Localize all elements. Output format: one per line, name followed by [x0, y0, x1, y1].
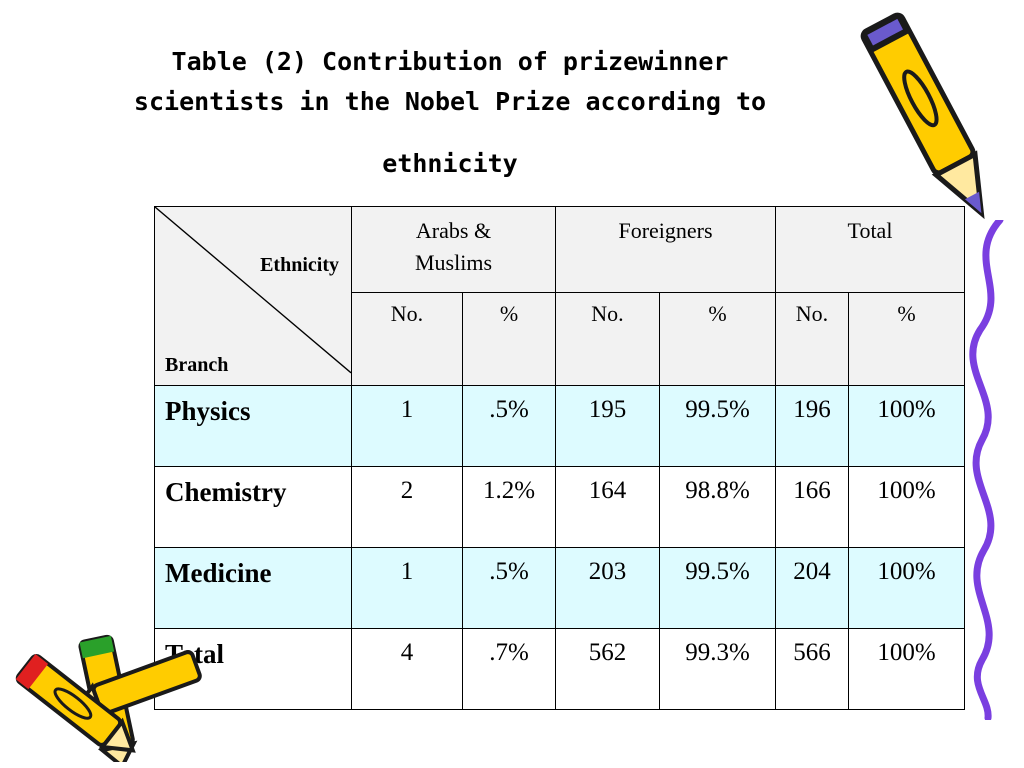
table-cell: 562 [555, 628, 660, 710]
row-label: Physics [154, 385, 352, 467]
pencil-icon [860, 12, 985, 220]
table-cell: 195 [555, 385, 660, 467]
title-line-3: ethnicity [382, 149, 518, 178]
table-row: Chemistry 2 1.2% 164 98.8% 166 100% [154, 466, 965, 548]
group-header-foreigners: Foreigners [555, 206, 776, 293]
table-cell: 98.8% [659, 466, 776, 548]
table-cell: 100% [848, 547, 965, 629]
subheader-percent: % [659, 292, 776, 386]
squiggle-line-icon [969, 220, 1004, 720]
title-line-2: scientists in the Nobel Prize according … [133, 87, 767, 116]
table-cell: 204 [775, 547, 849, 629]
table-cell: .5% [462, 385, 556, 467]
table-cell: 1 [351, 385, 463, 467]
header-row-groups: Ethnicity Branch Arabs & Muslims Foreign… [154, 206, 965, 386]
group-header-arabs-line2: Muslims [414, 250, 493, 275]
table-row: Total 4 .7% 562 99.3% 566 100% [154, 628, 965, 710]
table-cell: 4 [351, 628, 463, 710]
corner-branch-label: Branch [165, 354, 229, 376]
corner-ethnicity-label: Ethnicity [260, 254, 339, 276]
table-row: Medicine 1 .5% 203 99.5% 204 100% [154, 547, 965, 629]
corner-header-cell: Ethnicity Branch [154, 206, 352, 386]
pencil-icon [15, 654, 136, 753]
subheader-no: No. [775, 292, 849, 386]
slide-title: Table (2) Contribution of prizewinner sc… [90, 42, 810, 184]
table-cell: 100% [848, 466, 965, 548]
table-cell: 2 [351, 466, 463, 548]
table-cell: 203 [555, 547, 660, 629]
header-row-sub: No. % No. % No. % [155, 292, 965, 386]
subheader-no: No. [351, 292, 463, 386]
table-cell: 99.5% [659, 385, 776, 467]
subheader-percent: % [462, 292, 556, 386]
table-cell: 100% [848, 385, 965, 467]
table-cell: 164 [555, 466, 660, 548]
row-label: Chemistry [154, 466, 352, 548]
group-header-total: Total [775, 206, 965, 293]
table-cell: 166 [775, 466, 849, 548]
table-cell: .7% [462, 628, 556, 710]
table-cell: 99.5% [659, 547, 776, 629]
table-cell: 1 [351, 547, 463, 629]
row-label: Total [154, 628, 352, 710]
subheader-no: No. [555, 292, 660, 386]
ethnicity-table: Ethnicity Branch Arabs & Muslims Foreign… [154, 206, 965, 710]
table-cell: 99.3% [659, 628, 776, 710]
table-cell: .5% [462, 547, 556, 629]
diagonal-divider-icon [155, 207, 351, 374]
title-line-1: Table (2) Contribution of prizewinner [171, 47, 729, 76]
table-cell: 566 [775, 628, 849, 710]
table-cell: 100% [848, 628, 965, 710]
table-cell: 1.2% [462, 466, 556, 548]
subheader-percent: % [848, 292, 965, 386]
group-header-arabs-line1: Arabs & [415, 218, 492, 243]
table-cell: 196 [775, 385, 849, 467]
row-label: Medicine [154, 547, 352, 629]
table-row: Physics 1 .5% 195 99.5% 196 100% [154, 385, 965, 467]
group-header-arabs: Arabs & Muslims [351, 206, 556, 293]
